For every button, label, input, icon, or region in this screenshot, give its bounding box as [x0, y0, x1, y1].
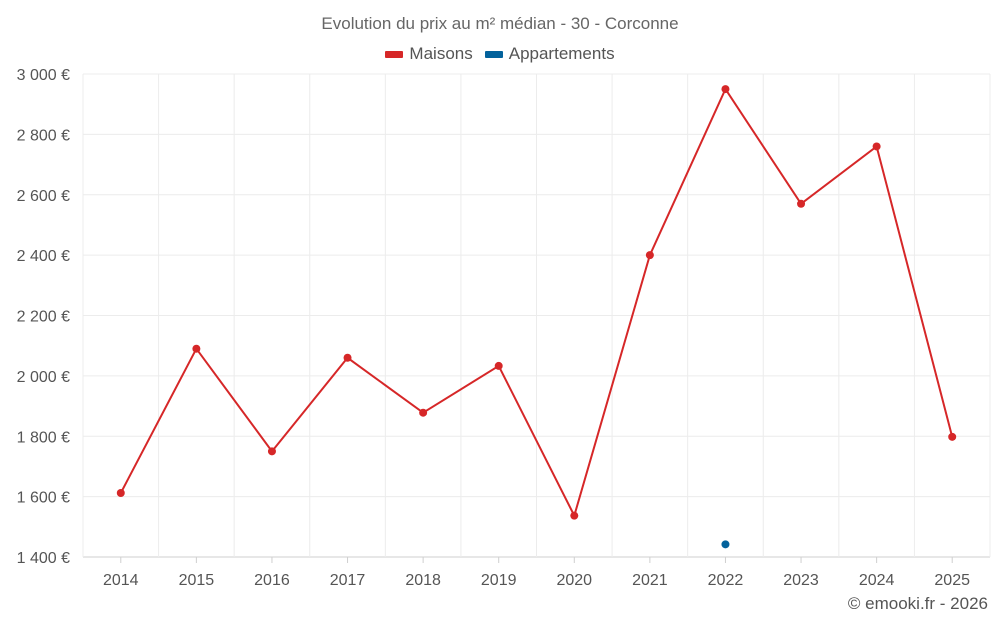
y-tick-label: 1 600 € — [17, 490, 70, 507]
legend-label-appartements: Appartements — [508, 44, 615, 63]
legend-item-maisons[interactable]: Maisons — [385, 44, 473, 64]
credit-text: © emooki.fr - 2026 — [847, 594, 988, 613]
x-tick-label: 2021 — [632, 572, 668, 589]
x-tick-label: 2016 — [254, 572, 290, 589]
series-line-maisons — [119, 87, 954, 519]
y-tick-label: 2 600 € — [17, 188, 70, 205]
data-point-maisons[interactable] — [872, 142, 881, 151]
x-tick-label: 2022 — [708, 572, 744, 589]
x-tick-label: 2018 — [405, 572, 441, 589]
x-tick-label: 2023 — [783, 572, 819, 589]
x-tick-label: 2015 — [179, 572, 215, 589]
x-tick-label: 2014 — [103, 572, 139, 589]
data-point-appartements[interactable] — [721, 540, 730, 549]
y-tick-label: 1 800 € — [17, 429, 70, 446]
legend-item-appartements[interactable]: Appartements — [484, 44, 615, 64]
data-point-maisons[interactable] — [948, 432, 957, 441]
x-tick-label: 2017 — [330, 572, 366, 589]
legend-label-maisons: Maisons — [409, 44, 473, 63]
legend-swatch-maisons — [385, 50, 404, 58]
y-tick-label: 2 800 € — [17, 127, 70, 144]
x-tick-label: 2020 — [556, 572, 592, 589]
chart-title: Evolution du prix au m² médian - 30 - Co… — [321, 14, 679, 33]
data-point-maisons[interactable] — [116, 489, 125, 498]
x-tick-label: 2024 — [859, 572, 895, 589]
data-point-maisons[interactable] — [419, 408, 428, 417]
x-tick-label: 2025 — [934, 572, 970, 589]
legend-swatch-appartements — [484, 50, 503, 58]
y-tick-label: 2 400 € — [17, 248, 70, 265]
data-point-maisons[interactable] — [494, 361, 503, 370]
data-point-maisons[interactable] — [721, 85, 730, 94]
x-tick-label: 2019 — [481, 572, 517, 589]
chart-legend: Maisons Appartements — [0, 44, 1000, 64]
y-tick-label: 2 200 € — [17, 309, 70, 326]
y-tick-label: 3 000 € — [17, 67, 70, 84]
y-tick-label: 2 000 € — [17, 369, 70, 386]
data-point-maisons[interactable] — [797, 199, 806, 208]
data-point-maisons[interactable] — [192, 344, 201, 353]
data-point-maisons[interactable] — [570, 511, 579, 520]
data-point-maisons[interactable] — [645, 251, 654, 260]
data-point-maisons[interactable] — [267, 447, 276, 456]
y-tick-label: 1 400 € — [17, 550, 70, 567]
data-point-maisons[interactable] — [343, 353, 352, 362]
